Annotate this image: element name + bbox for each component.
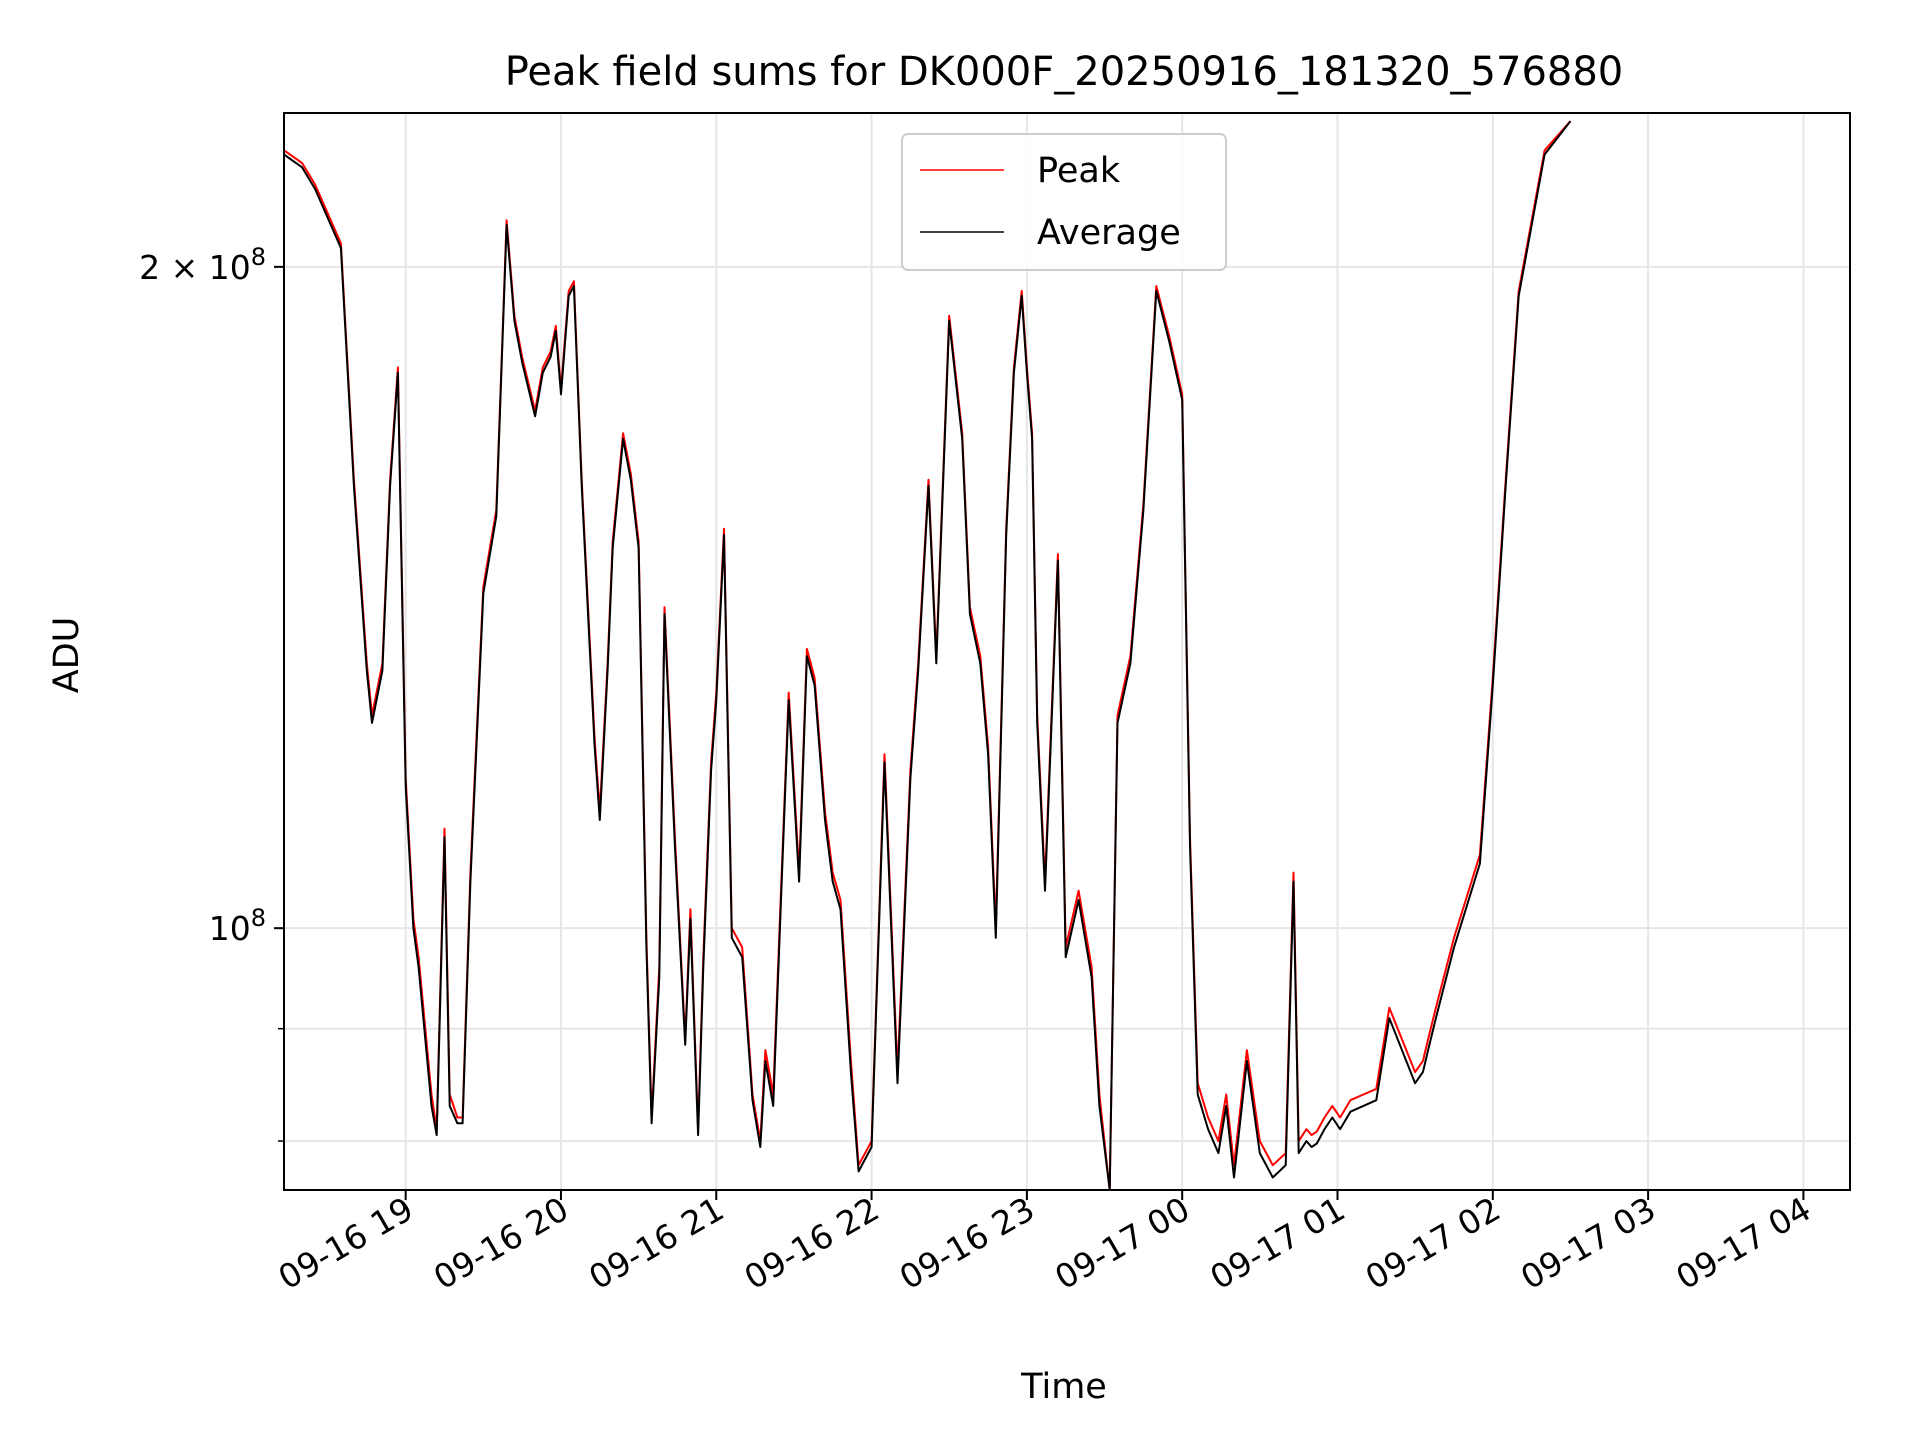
x-axis-ticks: 09-16 19 09-16 20 09-16 21 09-16 22 09-16 23… xyxy=(272,1189,1818,1297)
y-tick-base: 2 × 10 xyxy=(139,248,251,287)
x-tick-label: 09-17 00 xyxy=(1048,1189,1196,1297)
x-tick-label: 09-17 02 xyxy=(1359,1189,1507,1297)
legend-label-peak: Peak xyxy=(1037,151,1121,191)
y-tick-label: 2 × 108 xyxy=(139,243,266,287)
y-tick-label: 108 xyxy=(209,904,266,948)
x-tick-label: 09-16 23 xyxy=(893,1189,1041,1297)
plot-area xyxy=(283,120,1572,1191)
x-tick-label: 09-16 22 xyxy=(738,1189,886,1297)
x-tick-label: 09-17 04 xyxy=(1669,1189,1817,1297)
legend-box xyxy=(901,133,1227,271)
x-tick-label: 09-17 01 xyxy=(1203,1189,1351,1297)
y-tick-exponent: 8 xyxy=(251,243,266,271)
x-tick-label: 09-16 19 xyxy=(272,1189,420,1297)
y-tick-exponent: 8 xyxy=(251,904,266,932)
grid-lines xyxy=(284,113,1850,1190)
x-axis-label: Time xyxy=(1020,1367,1107,1407)
legend: Peak Average xyxy=(901,133,1227,271)
chart-title: Peak field sums for DK000F_20250916_1813… xyxy=(505,49,1624,95)
y-tick-base: 10 xyxy=(209,909,251,948)
x-tick-label: 09-16 21 xyxy=(582,1189,730,1297)
x-tick-label: 09-17 03 xyxy=(1514,1189,1662,1297)
legend-label-average: Average xyxy=(1037,213,1181,253)
y-axis-label: ADU xyxy=(47,617,87,694)
x-tick-label: 09-16 20 xyxy=(427,1189,575,1297)
series-line-average xyxy=(283,120,1572,1191)
plot-frame xyxy=(283,112,1851,1191)
